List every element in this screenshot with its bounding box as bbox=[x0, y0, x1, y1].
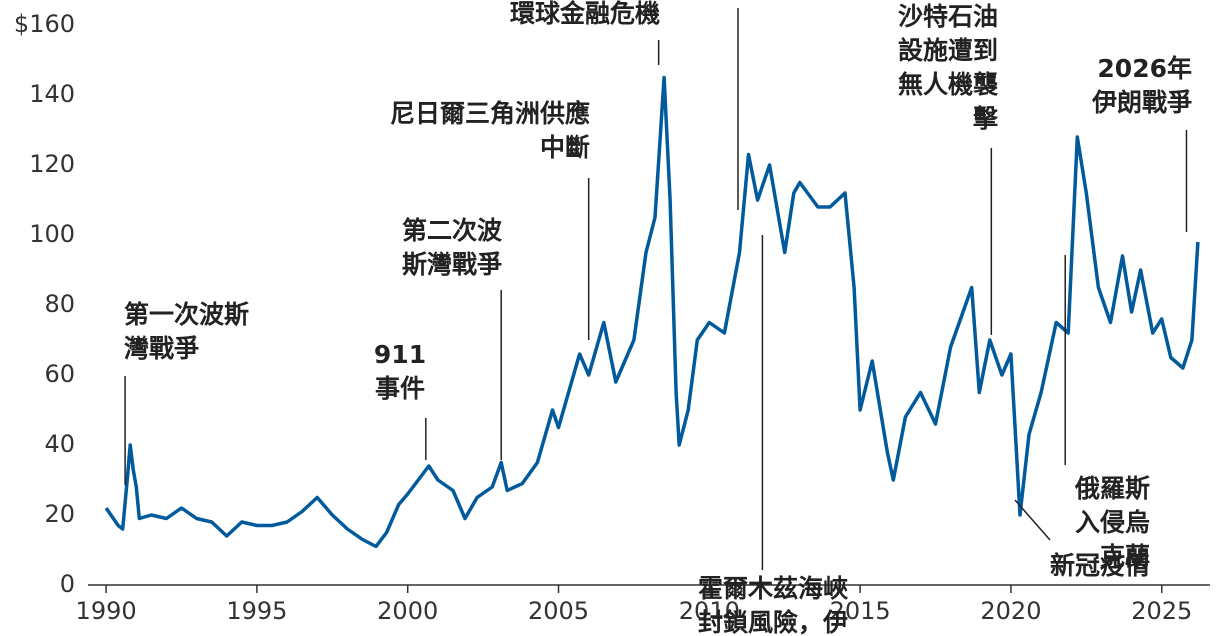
x-tick-label: 2010 bbox=[679, 597, 740, 625]
annotation: 封鎖風險，伊 bbox=[698, 608, 848, 636]
annotation: 環球金融危機 bbox=[510, 0, 660, 28]
y-tick-label: 60 bbox=[44, 360, 75, 388]
leader-line bbox=[1014, 499, 1051, 541]
annotation: 沙特石油 bbox=[898, 2, 998, 31]
annotation: 第一次波斯 bbox=[124, 300, 249, 329]
annotation: 尼日爾三角洲供應 bbox=[390, 99, 590, 128]
annotation: 2026年 bbox=[1097, 54, 1192, 83]
x-tick-label: 1990 bbox=[76, 597, 137, 625]
y-tick-label: 80 bbox=[44, 290, 75, 318]
y-tick-label: 20 bbox=[44, 500, 75, 528]
price-line bbox=[104, 75, 1200, 549]
y-tick-label: 100 bbox=[29, 220, 75, 248]
annotation: 事件 bbox=[375, 374, 425, 403]
y-tick-label: 120 bbox=[29, 150, 75, 178]
annotation: 伊朗戰爭 bbox=[1091, 88, 1192, 117]
annotation: 911 bbox=[374, 340, 426, 369]
x-tick-label: 2000 bbox=[377, 597, 438, 625]
x-tick-label: 2015 bbox=[830, 597, 891, 625]
x-tick-label: 2020 bbox=[980, 597, 1041, 625]
annotation: 第二次波 bbox=[402, 216, 503, 245]
x-tick-label: 2005 bbox=[528, 597, 589, 625]
annotation: 中斷 bbox=[540, 133, 590, 162]
y-tick-label: 140 bbox=[29, 80, 75, 108]
y-tick-label: 0 bbox=[60, 570, 75, 598]
annotation: 擊 bbox=[973, 104, 999, 133]
annotation: 無人機襲 bbox=[898, 70, 999, 99]
annotation: 斯灣戰爭 bbox=[402, 250, 502, 279]
annotation: 灣戰爭 bbox=[124, 334, 199, 363]
annotation: 俄羅斯 bbox=[1074, 474, 1150, 503]
x-tick-label: 1995 bbox=[226, 597, 287, 625]
y-tick-label: 40 bbox=[44, 430, 75, 458]
annotation: 入侵烏 bbox=[1075, 508, 1150, 537]
x-tick-label: 2025 bbox=[1131, 597, 1192, 625]
annotation: 設施遭到 bbox=[898, 36, 998, 65]
annotation: 新冠疫情 bbox=[1050, 551, 1150, 580]
y-tick-label: $160 bbox=[14, 10, 75, 38]
annotation: 克蘭 bbox=[1100, 542, 1150, 571]
annotation: 霍爾木茲海峽 bbox=[698, 574, 849, 603]
